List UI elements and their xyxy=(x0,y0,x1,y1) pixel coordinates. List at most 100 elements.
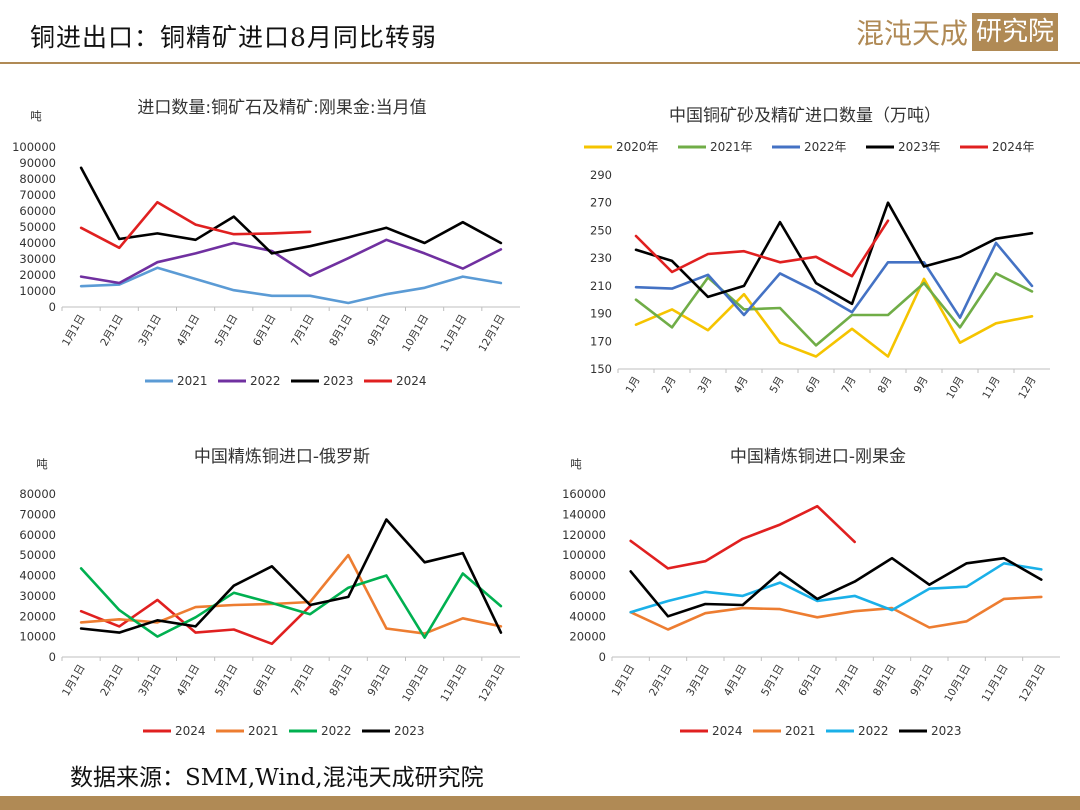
x-tick-label: 6月1日 xyxy=(796,663,824,699)
x-tick-label: 8月 xyxy=(876,375,895,396)
y-tick-label: 70000 xyxy=(19,507,56,521)
legend-label: 2023 xyxy=(394,724,425,738)
page-title: 铜进出口：铜精矿进口8月同比转弱 xyxy=(30,23,437,52)
series-line-2021 xyxy=(79,266,503,305)
series-line-2021 xyxy=(79,553,503,635)
legend-label: 2023 xyxy=(323,374,354,388)
x-tick-label: 5月1日 xyxy=(213,313,241,349)
y-tick-label: 80000 xyxy=(19,487,56,501)
x-tick-label: 4月1日 xyxy=(175,313,203,349)
x-tick-label: 7月1日 xyxy=(289,663,317,699)
x-tick-label: 10月1日 xyxy=(400,663,431,705)
chart-svg: 中国铜矿砂及精矿进口数量（万吨） 150 170 190 210 230 250 270 290… xyxy=(584,106,1050,402)
y-tick-label: 40000 xyxy=(19,236,56,250)
series-line-2022 xyxy=(79,238,503,285)
series-line-2022年 xyxy=(634,241,1034,319)
series-line-2022 xyxy=(79,567,503,639)
header-divider xyxy=(0,62,1080,64)
y-tick-label: 40000 xyxy=(19,569,56,583)
y-tick-label: 290 xyxy=(590,168,612,182)
x-tick-label: 9月1日 xyxy=(365,663,393,699)
x-tick-label: 2月1日 xyxy=(98,663,126,699)
x-tick-label: 3月1日 xyxy=(136,313,164,349)
y-tick-label: 60000 xyxy=(19,204,56,218)
x-tick-label: 9月1日 xyxy=(908,663,936,699)
x-tick-label: 11月1日 xyxy=(438,313,469,355)
series-line-2023 xyxy=(629,556,1043,618)
x-tick-label: 8月1日 xyxy=(327,313,355,349)
y-tick-label: 50000 xyxy=(19,220,56,234)
x-tick-label: 5月1日 xyxy=(759,663,787,699)
logo-text: 混沌天成 xyxy=(855,17,968,50)
chart-title: 中国精炼铜进口-刚果金 xyxy=(730,447,906,467)
x-tick-label: 3月 xyxy=(696,375,715,396)
y-tick-label: 80000 xyxy=(19,172,56,186)
y-tick-label: 0 xyxy=(599,650,606,664)
x-tick-label: 1月 xyxy=(624,375,643,396)
x-tick-label: 11月1日 xyxy=(438,663,469,705)
x-tick-label: 10月1日 xyxy=(400,313,431,355)
legend-label: 2021年 xyxy=(710,140,753,154)
x-tick-label: 9月 xyxy=(912,375,931,396)
series-line-2021 xyxy=(629,595,1043,631)
y-tick-label: 60000 xyxy=(569,589,606,603)
x-tick-label: 6月1日 xyxy=(251,313,279,349)
y-tick-label: 10000 xyxy=(19,630,56,644)
chart-title: 中国精炼铜进口-俄罗斯 xyxy=(194,447,370,467)
chart-china-copper-concentrate: 中国铜矿砂及精矿进口数量（万吨） 150 170 190 210 230 250 270 290… xyxy=(540,75,1080,405)
y-tick-label: 270 xyxy=(590,196,612,210)
x-tick-label: 12月 xyxy=(1016,375,1038,402)
legend-label: 2024 xyxy=(396,374,427,388)
y-tick-label: 230 xyxy=(590,251,612,265)
y-tick-label: 140000 xyxy=(562,507,606,521)
legend-label: 2024 xyxy=(712,724,743,738)
legend-label: 2023 xyxy=(931,724,962,738)
y-tick-label: 210 xyxy=(590,279,612,293)
y-axis-unit: 吨 xyxy=(30,109,42,123)
x-tick-label: 6月1日 xyxy=(251,663,279,699)
logo-box: 研究院 xyxy=(971,13,1058,51)
legend-label: 2023年 xyxy=(898,140,941,154)
x-tick-label: 1月1日 xyxy=(60,313,88,349)
legend-label: 2022 xyxy=(321,724,352,738)
legend-label: 2024年 xyxy=(992,140,1035,154)
x-tick-label: 12月1日 xyxy=(477,312,508,354)
x-tick-label: 4月1日 xyxy=(175,663,203,699)
series-line-2022 xyxy=(629,562,1043,614)
y-tick-label: 30000 xyxy=(19,589,56,603)
y-tick-label: 20000 xyxy=(19,609,56,623)
series-line-2024 xyxy=(79,200,312,250)
chart-title: 进口数量:铜矿石及精矿:刚果金:当月值 xyxy=(137,98,426,118)
x-tick-label: 5月 xyxy=(768,375,787,396)
x-tick-label: 9月1日 xyxy=(365,313,393,349)
x-tick-label: 12月1日 xyxy=(1017,663,1048,705)
y-tick-label: 170 xyxy=(590,334,612,348)
x-tick-label: 7月1日 xyxy=(834,663,862,699)
y-tick-label: 80000 xyxy=(569,569,606,583)
x-tick-label: 2月 xyxy=(660,375,679,396)
chart-title: 中国铜矿砂及精矿进口数量（万吨） xyxy=(669,106,941,126)
y-tick-label: 190 xyxy=(590,307,612,321)
y-tick-label: 100000 xyxy=(12,140,56,154)
series-line-2023 xyxy=(79,518,503,634)
x-tick-label: 8月1日 xyxy=(871,663,899,699)
y-tick-label: 160000 xyxy=(562,487,606,501)
legend-label: 2021 xyxy=(785,724,816,738)
series-line-2020年 xyxy=(634,277,1034,358)
x-tick-label: 11月1日 xyxy=(980,663,1011,705)
legend-label: 2022 xyxy=(858,724,889,738)
y-tick-label: 20000 xyxy=(19,268,56,282)
legend-label: 2022年 xyxy=(804,140,847,154)
y-tick-label: 70000 xyxy=(19,188,56,202)
legend-label: 2021 xyxy=(177,374,208,388)
x-tick-label: 5月1日 xyxy=(213,663,241,699)
y-tick-label: 100000 xyxy=(562,548,606,562)
x-tick-label: 8月1日 xyxy=(327,663,355,699)
y-tick-label: 30000 xyxy=(19,252,56,266)
legend-label: 2020年 xyxy=(616,140,659,154)
x-tick-label: 7月1日 xyxy=(289,313,317,349)
x-tick-label: 2月1日 xyxy=(647,663,675,699)
series-line-2023年 xyxy=(634,201,1034,306)
